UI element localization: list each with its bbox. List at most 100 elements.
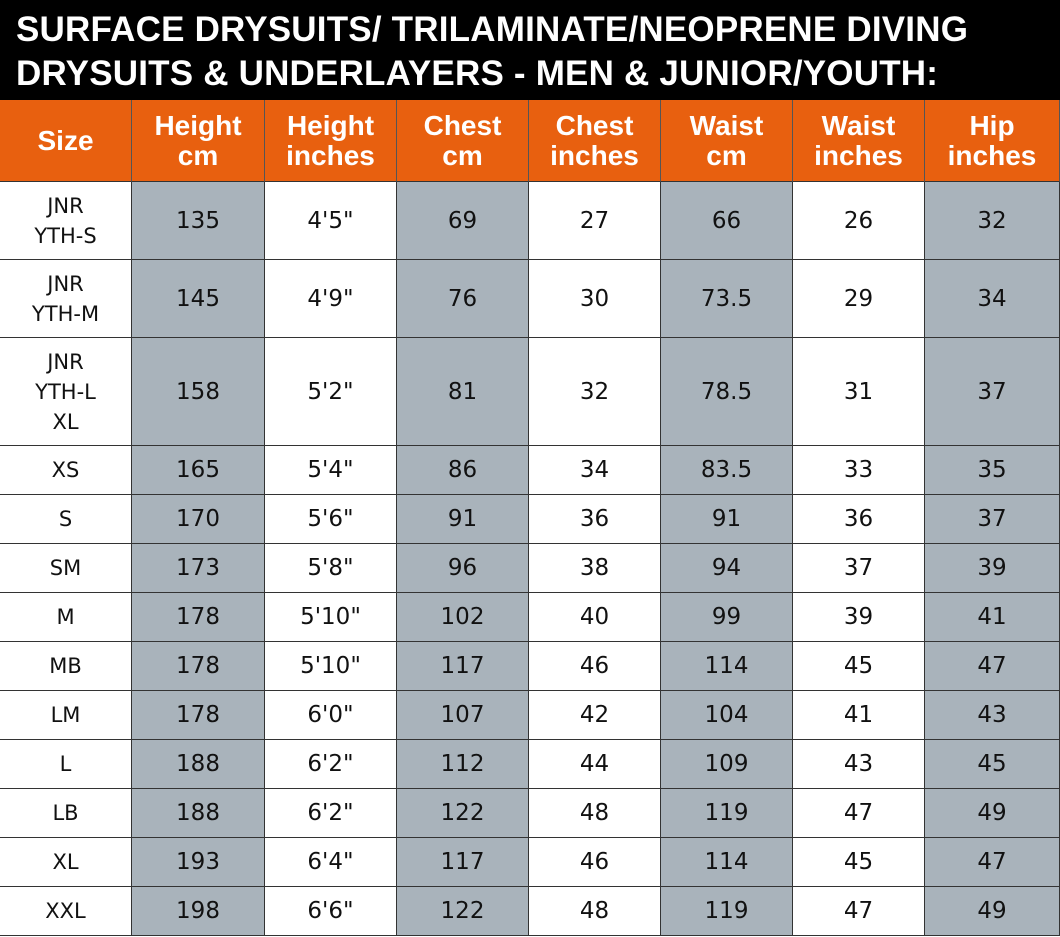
- column-header: Chest cm: [397, 100, 529, 182]
- table-cell: 40: [529, 593, 661, 642]
- table-cell: 6'2": [265, 789, 397, 838]
- table-cell: 73.5: [661, 260, 793, 338]
- table-cell: 193: [132, 838, 265, 887]
- table-cell: 165: [132, 446, 265, 495]
- table-cell: 46: [529, 838, 661, 887]
- column-header: Waist cm: [661, 100, 793, 182]
- table-cell: 86: [397, 446, 529, 495]
- table-cell: 81: [397, 338, 529, 446]
- table-cell: 117: [397, 642, 529, 691]
- table-cell: 36: [529, 495, 661, 544]
- table-cell: 145: [132, 260, 265, 338]
- table-cell: 170: [132, 495, 265, 544]
- column-header: Hip inches: [925, 100, 1060, 182]
- column-header: Height inches: [265, 100, 397, 182]
- table-cell: 117: [397, 838, 529, 887]
- table-cell: 35: [925, 446, 1060, 495]
- size-cell: JNR YTH-L XL: [0, 338, 132, 446]
- size-cell: XXL: [0, 887, 132, 936]
- table-cell: 39: [925, 544, 1060, 593]
- table-cell: 29: [793, 260, 925, 338]
- table-cell: 32: [925, 182, 1060, 260]
- size-cell: MB: [0, 642, 132, 691]
- table-cell: 104: [661, 691, 793, 740]
- table-cell: 26: [793, 182, 925, 260]
- table-cell: 99: [661, 593, 793, 642]
- table-cell: 49: [925, 789, 1060, 838]
- table-cell: 102: [397, 593, 529, 642]
- table-cell: 119: [661, 789, 793, 838]
- table-cell: 66: [661, 182, 793, 260]
- table-cell: 37: [793, 544, 925, 593]
- size-cell: XL: [0, 838, 132, 887]
- table-cell: 83.5: [661, 446, 793, 495]
- table-cell: 5'8": [265, 544, 397, 593]
- table-cell: 158: [132, 338, 265, 446]
- table-cell: 122: [397, 887, 529, 936]
- size-cell: LM: [0, 691, 132, 740]
- table-cell: 41: [793, 691, 925, 740]
- table-cell: 173: [132, 544, 265, 593]
- column-header: Waist inches: [793, 100, 925, 182]
- table-cell: 178: [132, 593, 265, 642]
- table-cell: 33: [793, 446, 925, 495]
- table-cell: 44: [529, 740, 661, 789]
- table-cell: 6'4": [265, 838, 397, 887]
- table-cell: 91: [397, 495, 529, 544]
- size-cell: L: [0, 740, 132, 789]
- table-cell: 46: [529, 642, 661, 691]
- table-cell: 45: [925, 740, 1060, 789]
- table-cell: 94: [661, 544, 793, 593]
- table-cell: 43: [793, 740, 925, 789]
- table-cell: 78.5: [661, 338, 793, 446]
- table-cell: 47: [925, 838, 1060, 887]
- table-cell: 45: [793, 642, 925, 691]
- size-cell: LB: [0, 789, 132, 838]
- size-cell: XS: [0, 446, 132, 495]
- table-cell: 45: [793, 838, 925, 887]
- table-cell: 6'6": [265, 887, 397, 936]
- size-table: Size Height cm Height inches Chest cm Chest …: [0, 100, 1060, 937]
- table-cell: 69: [397, 182, 529, 260]
- table-cell: 5'6": [265, 495, 397, 544]
- title: SURFACE DRYSUITS/ TRILAMINATE/NEOPRENE D…: [0, 0, 1060, 100]
- table-cell: 6'2": [265, 740, 397, 789]
- table-cell: 37: [925, 495, 1060, 544]
- size-cell: SM: [0, 544, 132, 593]
- table-cell: 5'10": [265, 593, 397, 642]
- table-cell: 188: [132, 740, 265, 789]
- size-cell: S: [0, 495, 132, 544]
- table-cell: 42: [529, 691, 661, 740]
- table-cell: 31: [793, 338, 925, 446]
- table-cell: 38: [529, 544, 661, 593]
- table-cell: 112: [397, 740, 529, 789]
- table-cell: 43: [925, 691, 1060, 740]
- table-cell: 178: [132, 642, 265, 691]
- size-cell: M: [0, 593, 132, 642]
- table-cell: 36: [793, 495, 925, 544]
- table-cell: 114: [661, 838, 793, 887]
- table-cell: 198: [132, 887, 265, 936]
- table-cell: 91: [661, 495, 793, 544]
- table-cell: 30: [529, 260, 661, 338]
- table-cell: 37: [925, 338, 1060, 446]
- table-cell: 34: [529, 446, 661, 495]
- table-cell: 47: [925, 642, 1060, 691]
- table-cell: 107: [397, 691, 529, 740]
- table-cell: 178: [132, 691, 265, 740]
- table-cell: 122: [397, 789, 529, 838]
- table-cell: 34: [925, 260, 1060, 338]
- size-cell: JNR YTH-M: [0, 260, 132, 338]
- table-cell: 4'9": [265, 260, 397, 338]
- column-header: Size: [0, 100, 132, 182]
- table-cell: 27: [529, 182, 661, 260]
- table-cell: 48: [529, 789, 661, 838]
- table-cell: 32: [529, 338, 661, 446]
- table-cell: 4'5": [265, 182, 397, 260]
- table-cell: 6'0": [265, 691, 397, 740]
- table-cell: 188: [132, 789, 265, 838]
- table-cell: 39: [793, 593, 925, 642]
- table-cell: 41: [925, 593, 1060, 642]
- column-header: Height cm: [132, 100, 265, 182]
